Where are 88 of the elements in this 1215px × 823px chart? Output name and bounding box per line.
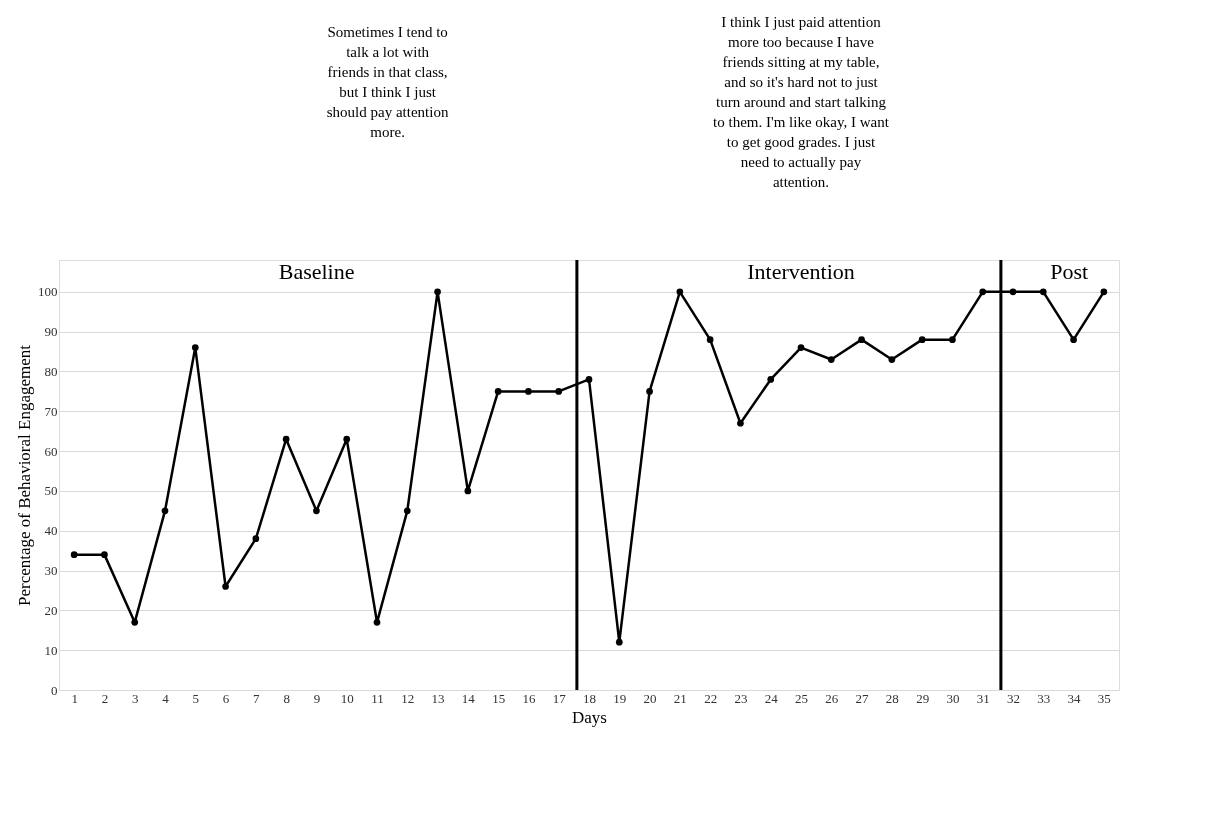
y-tick-label: 70 xyxy=(44,403,58,419)
point xyxy=(888,356,896,363)
point xyxy=(827,356,835,363)
point xyxy=(464,487,472,495)
point xyxy=(282,435,290,443)
y-tick-label: 40 xyxy=(44,523,58,539)
x-tick-label: 23 xyxy=(734,690,748,706)
y-tick-label: 20 xyxy=(44,602,58,618)
point xyxy=(101,551,108,558)
x-tick-label: 22 xyxy=(704,690,718,706)
point xyxy=(222,583,229,590)
x-tick-label: 32 xyxy=(1007,690,1020,706)
y-tick-label: 30 xyxy=(44,563,58,579)
point xyxy=(131,618,139,626)
x-tick-label: 34 xyxy=(1067,690,1082,706)
y-tick-label: 100 xyxy=(38,284,58,300)
point xyxy=(767,376,775,383)
point xyxy=(1009,288,1017,296)
x-tick-label: 5 xyxy=(192,690,200,706)
x-tick-label: 3 xyxy=(131,690,139,706)
x-tick-label: 25 xyxy=(795,690,808,706)
point xyxy=(313,507,320,515)
x-tick-label: 15 xyxy=(492,690,506,706)
x-tick-label: 24 xyxy=(764,690,779,706)
annotation: Baseline xyxy=(278,259,355,284)
x-tick-label: 9 xyxy=(313,690,321,706)
x-tick-label: 18 xyxy=(583,690,596,706)
x-tick-label: 21 xyxy=(673,690,687,706)
x-tick-label: 35 xyxy=(1097,690,1111,706)
point xyxy=(737,419,744,427)
point xyxy=(1100,288,1108,296)
point xyxy=(343,435,351,443)
y-tick-label: 60 xyxy=(44,443,58,459)
x-tick-label: 20 xyxy=(643,690,657,706)
x-axis-title: Days xyxy=(572,707,607,727)
x-tick-label: 27 xyxy=(855,690,870,706)
y-tick-label: 0 xyxy=(51,682,58,698)
x-tick-label: 16 xyxy=(522,690,536,706)
point xyxy=(252,535,260,543)
y-tick-label: 10 xyxy=(44,642,58,658)
x-tick-label: 6 xyxy=(222,690,230,706)
point xyxy=(949,336,956,343)
x-tick-label: 33 xyxy=(1037,690,1051,706)
x-tick-label: 4 xyxy=(162,690,170,706)
y-tick-label: 50 xyxy=(44,483,58,499)
x-tick-label: 8 xyxy=(283,690,290,706)
x-tick-label: 12 xyxy=(401,690,415,706)
x-tick-label: 11 xyxy=(371,690,384,706)
x-tick-label: 2 xyxy=(101,690,109,706)
point xyxy=(858,336,865,343)
x-tick-label: 26 xyxy=(825,690,839,706)
point xyxy=(706,336,714,343)
point xyxy=(191,344,199,351)
point xyxy=(373,618,381,626)
point xyxy=(555,388,563,395)
point xyxy=(70,551,78,558)
point xyxy=(797,344,805,351)
point xyxy=(434,288,441,296)
annotation: Post xyxy=(1050,259,1089,284)
y-tick-label: 90 xyxy=(44,324,58,340)
x-tick-label: 17 xyxy=(552,690,567,706)
point xyxy=(403,507,411,515)
x-tick-label: 30 xyxy=(946,690,960,706)
x-tick-label: 13 xyxy=(431,690,445,706)
y-tick-label: 80 xyxy=(44,363,58,379)
point xyxy=(676,288,684,296)
x-tick-label: 1 xyxy=(71,690,78,706)
x-tick-label: 19 xyxy=(613,690,627,706)
point xyxy=(615,638,623,646)
text: Sometimes I tend to talk a lot with friends in that class, but I think I just should pay attention more. xyxy=(326,24,449,140)
y-axis-title: Percentage of Behavioral Engagement xyxy=(15,344,34,607)
point xyxy=(1039,288,1047,296)
point xyxy=(646,388,653,395)
x-tick-label: 31 xyxy=(976,690,990,706)
text: I think I just paid attention more too because I have friends sitting at my table, and so it's hard not to just turn around and start talking to them. I'm like okay, I want to get good grades. I just need to actually pay attention. xyxy=(713,14,889,190)
point xyxy=(1070,336,1077,343)
x-tick-label: 10 xyxy=(340,690,354,706)
x-tick-label: 28 xyxy=(885,690,899,706)
x-tick-label: 7 xyxy=(253,690,261,706)
point xyxy=(525,388,532,395)
point xyxy=(918,336,926,343)
point xyxy=(979,288,987,296)
x-tick-label: 14 xyxy=(461,690,476,706)
point xyxy=(585,376,593,383)
point xyxy=(161,507,169,515)
x-tick-label: 29 xyxy=(916,690,930,706)
point xyxy=(494,388,502,395)
annotation: Intervention xyxy=(747,259,855,284)
